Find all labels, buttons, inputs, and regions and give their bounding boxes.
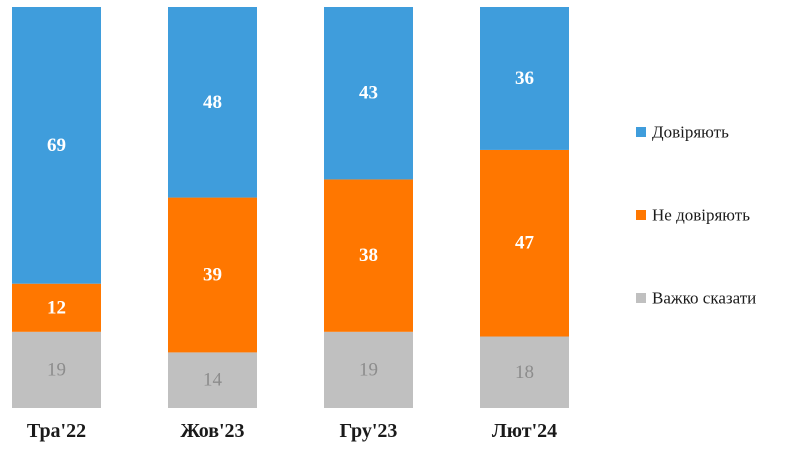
bar-segment-3-cat-3 [324,7,413,180]
bar-segment-2-cat-2 [168,197,257,353]
bar-segment-1-cat-2 [168,352,257,408]
data-label-3-cat-3: 43 [359,83,378,104]
legend-label-3: Важко сказати [652,289,756,308]
data-label-2-cat-2: 39 [203,265,222,286]
category-labels: Тра'22 Жов'23 Гру'23 Лют'24 [27,420,557,442]
category-label-2: Жов'23 [180,420,244,442]
category-label-3: Гру'23 [340,420,398,442]
data-label-1-cat-2: 14 [203,370,223,391]
bar-segment-2-cat-1 [12,283,101,332]
data-label-3-cat-4: 36 [515,68,534,89]
bar-segment-3-cat-2 [168,7,257,198]
legend-swatch-3 [636,293,646,303]
bar-segment-1-cat-4 [480,336,569,408]
data-label-1-cat-3: 19 [359,359,378,380]
legend-swatch-1 [636,127,646,137]
data-label-1-cat-4: 18 [515,362,534,383]
bar-segment-3-cat-1 [12,7,101,284]
data-label-2-cat-4: 47 [515,233,535,254]
data-label-2-cat-3: 38 [359,245,378,266]
legend: Довіряють Не довіряють Важко сказати [636,123,756,308]
bar-segment-2-cat-3 [324,179,413,332]
legend-swatch-2 [636,210,646,220]
bar-segment-1-cat-1 [12,331,101,408]
data-label-2-cat-1: 12 [47,297,66,318]
bar-segment-2-cat-4 [480,149,569,337]
data-label-1-cat-1: 19 [47,359,66,380]
category-label-4: Лют'24 [492,420,557,442]
category-label-1: Тра'22 [27,420,86,442]
data-label-3-cat-1: 69 [47,135,66,156]
bar-segment-1-cat-3 [324,331,413,408]
bar-segment-3-cat-4 [480,7,569,150]
legend-label-2: Не довіряють [652,206,750,225]
legend-label-1: Довіряють [652,123,729,142]
bars-group: 19 12 69 14 39 48 19 38 43 18 47 36 [12,7,569,408]
data-label-3-cat-2: 48 [203,92,222,113]
